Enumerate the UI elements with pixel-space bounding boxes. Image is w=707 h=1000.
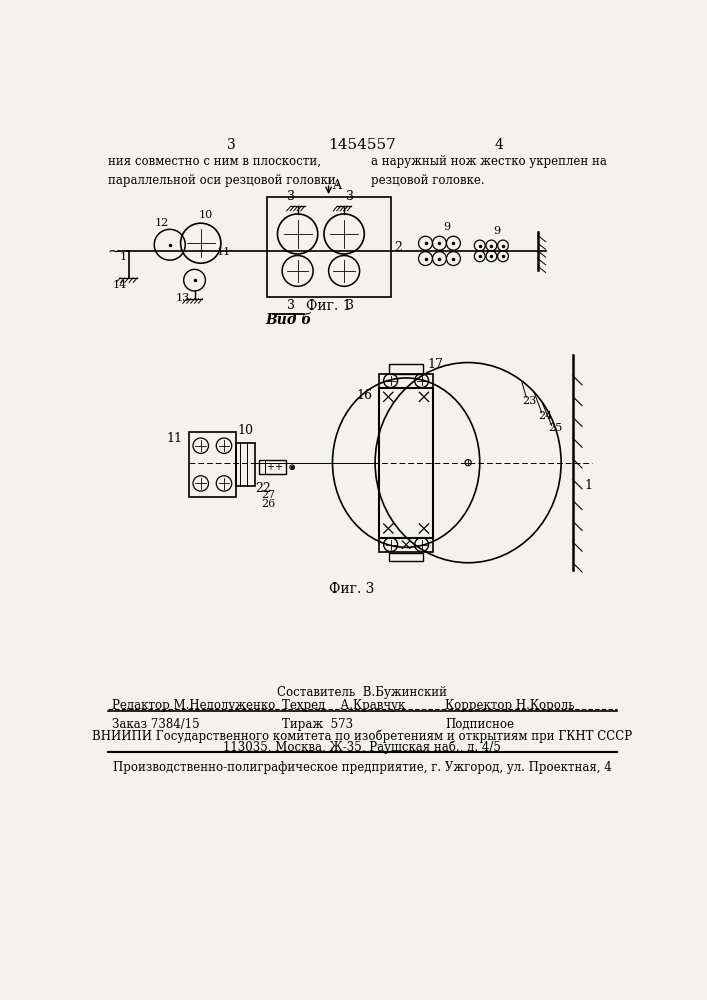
Text: 11: 11	[167, 432, 183, 445]
Text: Заказ 7384/15: Заказ 7384/15	[112, 718, 199, 731]
Bar	[379, 538, 433, 552]
Text: 10: 10	[238, 424, 253, 437]
Bar	[259, 460, 286, 474]
Text: 3: 3	[228, 138, 236, 152]
Text: 24: 24	[538, 411, 552, 421]
Bar	[379, 388, 433, 538]
Text: 4: 4	[495, 138, 503, 152]
Text: 3: 3	[346, 299, 354, 312]
Text: Вид б: Вид б	[265, 312, 312, 326]
Text: Корректор Н.Король: Корректор Н.Король	[445, 699, 575, 712]
Text: 1: 1	[120, 252, 127, 262]
Bar	[235, 443, 255, 486]
Bar	[389, 364, 423, 374]
Text: Тираж  573: Тираж 573	[282, 718, 354, 731]
Text: 113035, Москва, Ж-35, Раушская наб., д. 4/5: 113035, Москва, Ж-35, Раушская наб., д. …	[223, 741, 501, 754]
Text: 25: 25	[548, 423, 562, 433]
Text: +: +	[274, 462, 282, 472]
Text: ~: ~	[107, 243, 120, 258]
Bar	[267, 197, 391, 297]
Text: 3: 3	[346, 190, 354, 203]
Text: 12: 12	[155, 218, 169, 228]
Text: 9: 9	[493, 226, 501, 235]
Text: 26: 26	[261, 499, 275, 509]
Text: 17: 17	[428, 358, 444, 371]
Text: 2: 2	[395, 241, 402, 254]
Text: 1454557: 1454557	[328, 138, 396, 152]
Text: 11: 11	[216, 247, 230, 257]
Text: Подписное: Подписное	[445, 718, 514, 731]
Text: Фиг. 3: Фиг. 3	[329, 582, 375, 596]
Text: ВНИИПИ Государственного комитета по изобретениям и открытиям при ГКНТ СССР: ВНИИПИ Государственного комитета по изоб…	[92, 729, 632, 743]
Text: 3: 3	[288, 190, 296, 203]
Text: Производственно-полиграфическое предприятие, г. Ужгород, ул. Проектная, 4: Производственно-полиграфическое предприя…	[112, 761, 612, 774]
Text: 22: 22	[255, 482, 271, 495]
Text: 1: 1	[585, 479, 592, 492]
Bar	[189, 432, 235, 497]
Text: 13: 13	[176, 293, 190, 303]
Text: ния совместно с ним в плоскости,
параллельной оси резцовой головки,: ния совместно с ним в плоскости, паралле…	[107, 155, 339, 187]
Text: 23: 23	[522, 396, 537, 406]
Text: а наружный нож жестко укреплен на
резцовой головке.: а наружный нож жестко укреплен на резцов…	[371, 155, 607, 187]
Text: 27: 27	[261, 490, 275, 500]
Text: A: A	[332, 179, 341, 192]
Text: Редактор М.Недолуженко: Редактор М.Недолуженко	[112, 699, 275, 712]
Text: 3: 3	[288, 299, 296, 312]
Text: 16: 16	[357, 389, 373, 402]
Bar	[389, 553, 423, 561]
Text: Составитель  В.Бужинский: Составитель В.Бужинский	[277, 686, 447, 699]
Text: 9: 9	[443, 222, 450, 232]
Text: Техред    А.Кравчук: Техред А.Кравчук	[282, 699, 405, 712]
Text: Фиг. 1: Фиг. 1	[306, 299, 351, 313]
Text: +: +	[267, 462, 274, 472]
Text: 14: 14	[112, 280, 127, 290]
Text: 10: 10	[199, 210, 214, 220]
Bar	[379, 374, 433, 388]
